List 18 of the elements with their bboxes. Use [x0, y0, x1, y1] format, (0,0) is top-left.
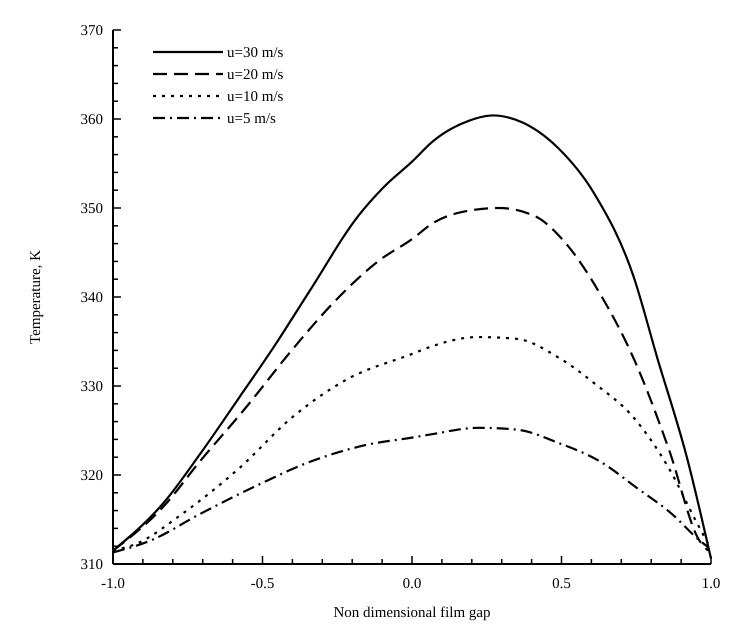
legend-label: u=5 m/s: [227, 111, 276, 127]
y-axis-title: Temperature, K: [28, 250, 44, 344]
y-tick-label: 340: [80, 290, 103, 306]
x-axis-title: Non dimensional film gap: [333, 605, 491, 621]
y-tick-label: 350: [80, 201, 103, 217]
x-tick-label: -0.5: [250, 576, 274, 592]
y-tick-label: 360: [80, 112, 103, 128]
y-tick-label: 310: [80, 557, 103, 573]
x-tick-label: 0.0: [402, 576, 422, 592]
x-tick-label: 0.5: [552, 576, 571, 592]
y-tick-label: 330: [80, 379, 103, 395]
legend-label: u=20 m/s: [227, 67, 284, 83]
y-tick-label: 370: [80, 23, 103, 39]
x-tick-label: 1.0: [702, 576, 720, 592]
legend-label: u=10 m/s: [227, 89, 284, 105]
legend-label: u=30 m/s: [227, 45, 284, 61]
x-tick-label: -1.0: [101, 576, 125, 592]
y-tick-label: 320: [80, 468, 103, 484]
